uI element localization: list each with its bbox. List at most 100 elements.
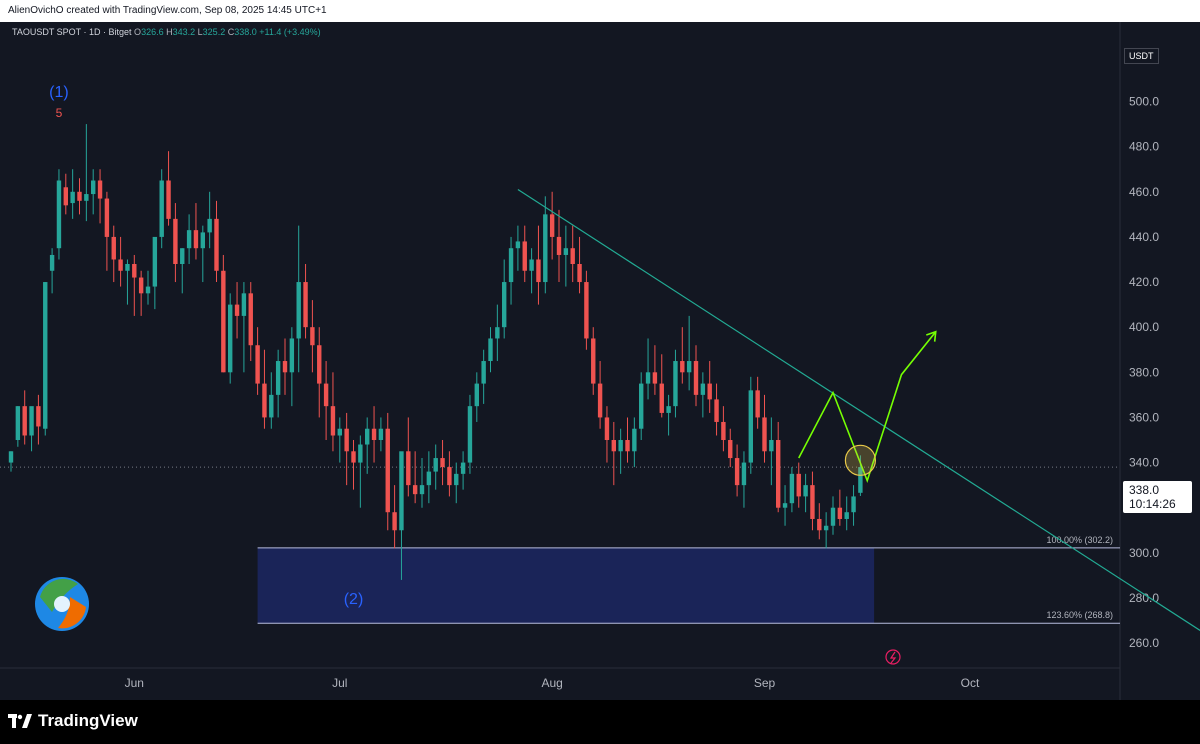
- candle: [310, 300, 315, 373]
- candle: [652, 345, 658, 395]
- candle-body: [748, 390, 753, 463]
- last-price-tag: 338.0 10:14:26: [1123, 481, 1192, 513]
- candle: [529, 248, 534, 294]
- candle-body: [693, 361, 699, 395]
- candle: [145, 270, 151, 305]
- candle-body: [652, 372, 658, 384]
- candle-body: [138, 277, 144, 294]
- candle: [426, 451, 432, 504]
- candle: [56, 169, 62, 260]
- candle: [597, 361, 603, 429]
- candle-body: [207, 218, 212, 233]
- candle: [221, 254, 226, 373]
- candle: [248, 282, 253, 362]
- candle-body: [454, 473, 459, 486]
- candle-body: [22, 406, 27, 436]
- candle: [666, 394, 671, 436]
- alert-lightning-icon: [885, 649, 901, 665]
- candle: [741, 451, 747, 508]
- candle: [673, 349, 678, 418]
- candle-body: [536, 259, 541, 283]
- tradingview-logo-icon: [8, 714, 32, 728]
- candle: [97, 169, 103, 224]
- candle-body: [659, 383, 664, 413]
- candle-body: [645, 372, 651, 384]
- candle: [680, 327, 685, 384]
- candle-body: [604, 417, 610, 441]
- y-tick-label: 340.0: [1129, 456, 1159, 470]
- candle-body: [214, 218, 219, 271]
- candle: [515, 225, 521, 271]
- candle: [454, 462, 459, 504]
- candle-body: [132, 263, 137, 278]
- y-tick-label: 500.0: [1129, 95, 1159, 109]
- candle-body: [755, 390, 760, 418]
- candle-body: [36, 406, 41, 427]
- candle: [659, 354, 664, 418]
- chart-area[interactable]: 520.0500.0480.0460.0440.0420.0400.0380.0…: [0, 22, 1200, 700]
- candle: [810, 471, 815, 531]
- tradingview-wordmark: TradingView: [38, 711, 138, 730]
- candle: [817, 503, 822, 540]
- candle-body: [118, 259, 123, 271]
- y-tick-label: 420.0: [1129, 275, 1159, 289]
- candle: [419, 458, 425, 508]
- y-tick-label: 300.0: [1129, 546, 1159, 560]
- candle: [591, 327, 596, 395]
- candle: [755, 376, 760, 429]
- candle-body: [426, 471, 432, 486]
- candle: [214, 200, 219, 283]
- candle: [180, 248, 185, 294]
- price-chart[interactable]: 520.0500.0480.0460.0440.0420.0400.0380.0…: [0, 22, 1200, 700]
- candle: [166, 151, 171, 226]
- attribution-bar: AlienOvichO created with TradingView.com…: [0, 0, 1200, 22]
- candle: [762, 394, 767, 463]
- legend-symbol: TAOUSDT SPOT · 1D · Bitget: [12, 27, 132, 37]
- candle-body: [522, 241, 527, 271]
- x-tick-label: Jun: [125, 676, 144, 690]
- candle-body: [837, 507, 843, 519]
- candle: [502, 259, 507, 339]
- candle-body: [830, 507, 836, 526]
- currency-label[interactable]: USDT: [1124, 48, 1159, 64]
- candle-body: [43, 282, 48, 429]
- candle: [604, 406, 610, 463]
- candle-body: [625, 440, 630, 452]
- candle: [159, 169, 164, 249]
- candle: [406, 417, 411, 497]
- candle-body: [282, 361, 288, 373]
- candle: [104, 191, 110, 271]
- candle-body: [77, 191, 82, 201]
- y-tick-label: 480.0: [1129, 140, 1159, 154]
- candle-body: [228, 304, 233, 373]
- candle-body: [543, 214, 548, 283]
- candle: [714, 383, 719, 436]
- tradingview-brand[interactable]: TradingView: [8, 711, 138, 731]
- candle-body: [180, 248, 185, 264]
- candle-body: [262, 383, 267, 418]
- candle: [241, 282, 247, 373]
- candle-body: [358, 444, 363, 463]
- candle-body: [255, 345, 260, 384]
- candle: [36, 394, 41, 445]
- candle-body: [803, 485, 808, 497]
- candle: [234, 282, 240, 339]
- candle-body: [221, 270, 226, 373]
- y-tick-label: 460.0: [1129, 185, 1159, 199]
- candle-body: [570, 248, 575, 264]
- candle-body: [597, 383, 603, 418]
- logo-center: [54, 596, 70, 612]
- candle-body: [734, 458, 740, 486]
- candle-body: [721, 421, 726, 441]
- projection-path: [798, 331, 937, 484]
- candle: [611, 421, 616, 486]
- candle-body: [844, 512, 849, 519]
- candle: [200, 225, 205, 283]
- candle-body: [269, 394, 274, 418]
- candle-body: [351, 451, 356, 463]
- candle-body: [125, 263, 130, 271]
- candle: [433, 444, 438, 490]
- breakout-marker: [844, 444, 877, 476]
- candle: [440, 440, 445, 486]
- candle: [837, 489, 843, 526]
